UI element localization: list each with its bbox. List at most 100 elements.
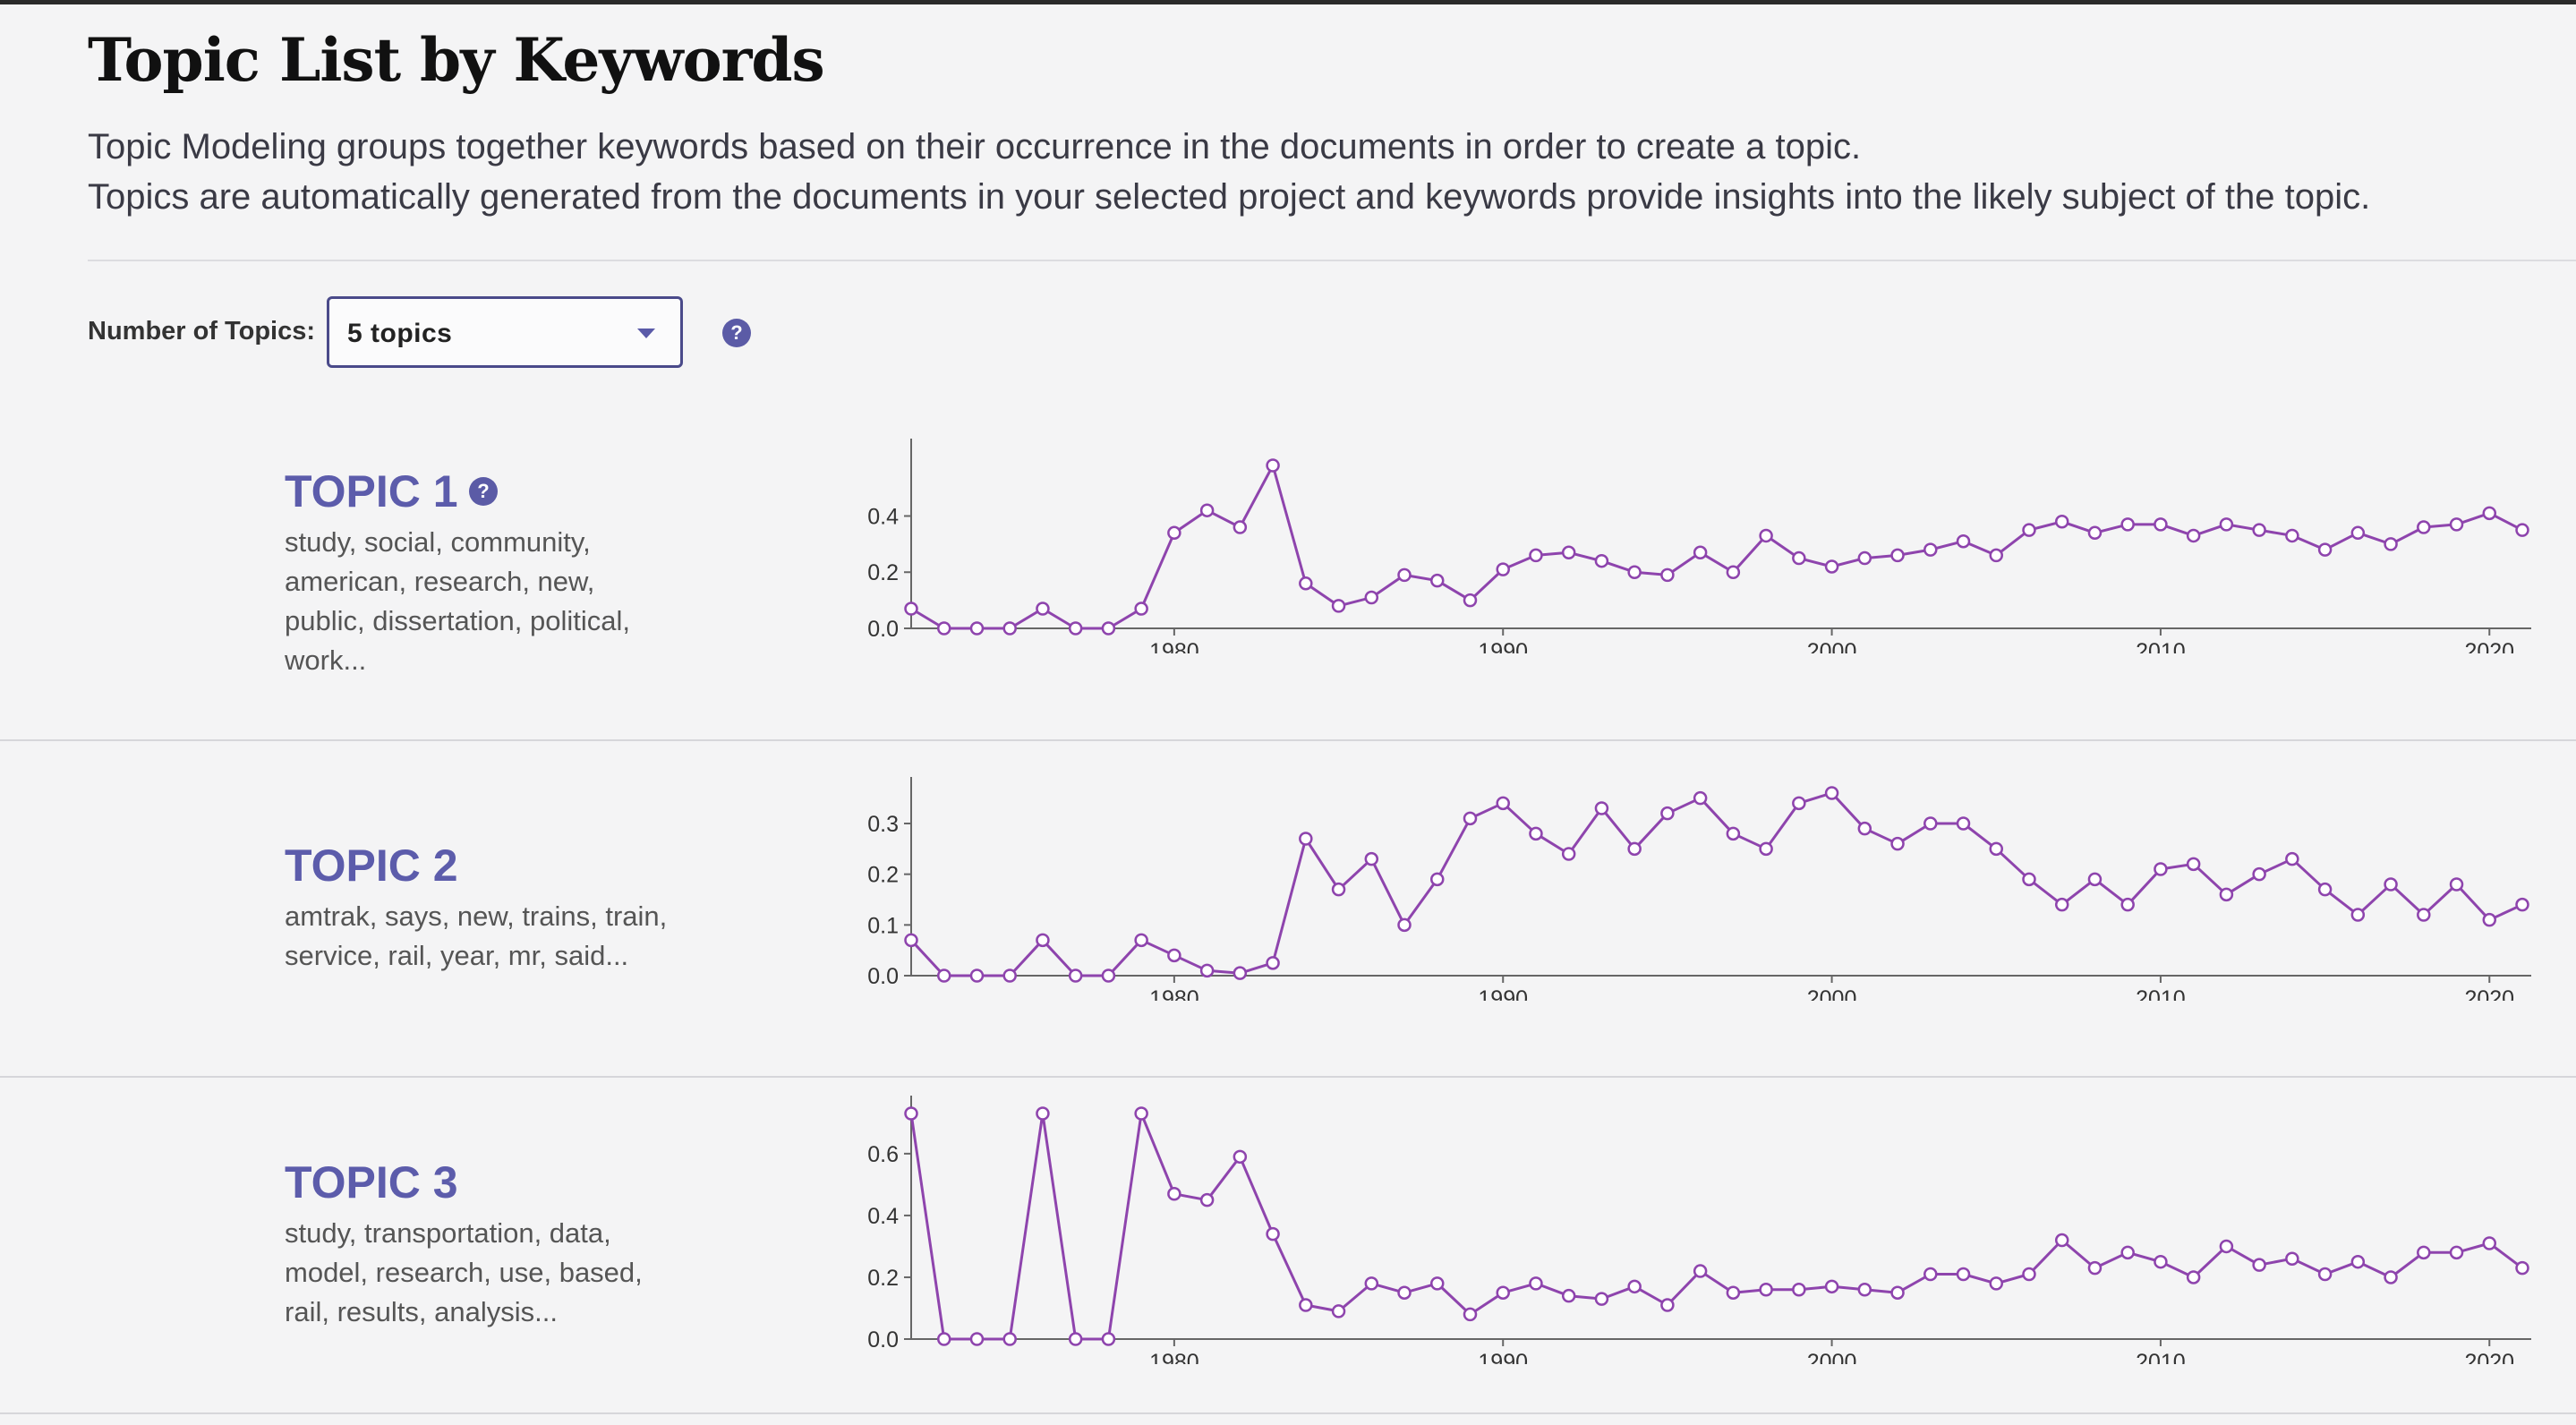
y-tick-label: 0.4: [867, 504, 899, 529]
y-tick-label: 0.0: [867, 617, 899, 642]
data-point: [2252, 866, 2266, 882]
topic-title[interactable]: TOPIC 2: [285, 840, 458, 891]
data-point: [904, 1106, 918, 1121]
page-description-line2: Topics are automatically generated from …: [88, 177, 2371, 217]
data-point: [1923, 1267, 1938, 1282]
data-point: [2449, 877, 2464, 892]
data-point: [2120, 1245, 2135, 1260]
data-point: [2350, 908, 2366, 922]
question-circle-icon[interactable]: ?: [469, 477, 498, 506]
number-of-topics-label: Number of Topics:: [88, 317, 316, 346]
data-point: [1134, 933, 1148, 948]
data-point: [1299, 576, 1313, 591]
data-point: [1923, 816, 1938, 831]
data-point: [2317, 882, 2333, 897]
topic-title[interactable]: TOPIC 3: [285, 1157, 458, 1207]
x-tick-label: 2010: [2136, 639, 2186, 653]
data-point: [1463, 811, 1478, 826]
data-point: [1693, 790, 1708, 806]
data-point: [1068, 621, 1083, 636]
topic-divider: [0, 739, 2576, 741]
data-point: [1463, 593, 1478, 608]
data-point: [1824, 1279, 1839, 1294]
data-point: [2482, 506, 2497, 521]
y-tick-label: 0.2: [867, 863, 899, 888]
data-point: [1299, 832, 1313, 846]
data-point: [1199, 503, 1215, 517]
data-point: [1068, 1332, 1083, 1346]
data-point: [2317, 542, 2333, 557]
data-point: [1890, 1285, 1905, 1300]
topic-trend-chart-1: 0.0 0.2 0.4 1980 1990 2000 2010 2020: [841, 439, 2542, 653]
topic-row-1: TOPIC 1 study, social, community, americ…: [0, 421, 2576, 741]
topic-title[interactable]: TOPIC 1: [285, 466, 458, 516]
data-point: [1430, 573, 1445, 588]
data-point: [1134, 1106, 1148, 1121]
data-point: [1627, 565, 1642, 579]
data-point: [1496, 796, 1510, 811]
data-point: [2120, 517, 2135, 532]
data-point: [2022, 1267, 2036, 1282]
data-point: [1890, 548, 1905, 563]
x-tick-label: 2020: [2464, 639, 2514, 653]
topic-divider: [0, 1076, 2576, 1078]
data-point: [1266, 458, 1280, 473]
data-point: [2515, 897, 2529, 912]
data-point: [1036, 933, 1050, 948]
chevron-down-icon: [637, 329, 655, 338]
data-point: [2087, 1260, 2103, 1276]
series-line: [910, 464, 2523, 630]
data-point: [1594, 1292, 1609, 1306]
data-point: [1167, 525, 1181, 541]
y-tick-label: 0.2: [867, 560, 899, 585]
data-point: [1199, 963, 1215, 978]
data-point: [1792, 1283, 1806, 1297]
data-point: [904, 602, 918, 616]
topic-trend-svg-1: 0.0 0.2 0.4 1980 1990 2000 2010 2020: [867, 439, 2531, 653]
data-point: [1266, 956, 1280, 970]
data-point: [1561, 847, 1576, 861]
y-tick-label: 0.0: [867, 964, 899, 989]
data-point: [936, 621, 951, 636]
topic-trend-chart-2: 0.0 0.1 0.2 0.3 1980 1990 2000 2010 2020: [841, 777, 2542, 1001]
data-point: [1956, 816, 1971, 831]
topic-trend-svg-2: 0.0 0.1 0.2 0.3 1980 1990 2000 2010 2020: [867, 777, 2531, 1001]
data-point: [2482, 1236, 2497, 1250]
x-tick-label: 2000: [1807, 986, 1857, 1001]
data-point: [2449, 517, 2464, 532]
data-point: [2384, 877, 2398, 892]
data-point: [1397, 1285, 1412, 1300]
x-tick-label: 2000: [1807, 1350, 1857, 1364]
data-point: [2515, 523, 2529, 537]
data-point: [969, 968, 985, 983]
data-point: [1199, 1192, 1215, 1207]
window-top-edge: [0, 0, 2576, 4]
data-point: [2350, 1254, 2366, 1269]
topic-keywords: study, transportation, data, model, rese…: [285, 1217, 643, 1327]
data-point: [1824, 786, 1839, 800]
data-point: [2154, 517, 2168, 532]
data-point: [1233, 966, 1248, 980]
data-point: [2417, 908, 2431, 922]
data-point: [1792, 796, 1806, 811]
data-point: [2154, 1254, 2168, 1269]
data-point: [2384, 537, 2398, 551]
number-of-topics-select[interactable]: 5 topics: [327, 296, 683, 368]
x-tick-label: 2010: [2136, 1350, 2186, 1364]
y-tick-label: 0.2: [867, 1266, 899, 1291]
data-point: [1036, 602, 1050, 616]
data-point: [1364, 851, 1379, 866]
topic-keywords: amtrak, says, new, trains, train, servic…: [285, 900, 668, 971]
data-point: [1496, 1285, 1510, 1300]
data-point: [1561, 1288, 1576, 1303]
data-point: [1594, 553, 1609, 568]
x-tick-label: 1990: [1478, 1350, 1528, 1364]
question-circle-icon[interactable]: ?: [722, 319, 751, 347]
data-point: [2285, 1251, 2299, 1266]
data-point: [2022, 523, 2036, 537]
data-point: [1693, 1264, 1708, 1278]
data-point: [1397, 917, 1412, 933]
y-tick-label: 0.3: [867, 812, 899, 837]
data-point: [1101, 1332, 1116, 1346]
data-point: [1529, 826, 1543, 841]
